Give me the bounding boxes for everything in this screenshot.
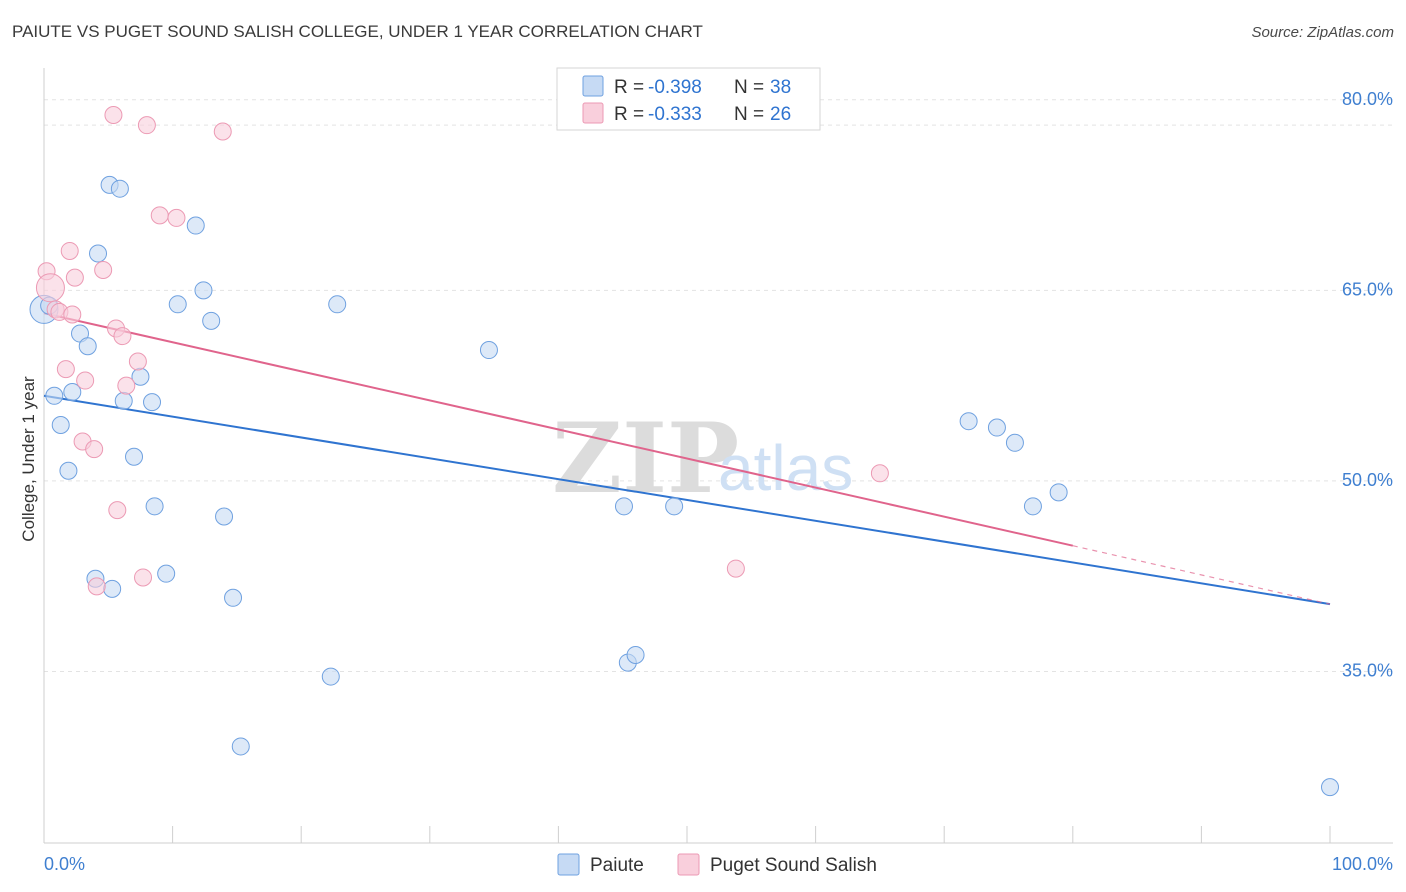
paiute-point: [987, 418, 1006, 437]
puget-point: [108, 501, 127, 520]
watermark-zip: ZIP: [552, 402, 739, 515]
paiute-point: [186, 216, 205, 235]
paiute-point: [78, 337, 97, 356]
chart-title: PAIUTE VS PUGET SOUND SALISH COLLEGE, UN…: [12, 22, 703, 41]
paiute-point: [63, 382, 82, 401]
puget-point: [65, 268, 84, 287]
paiute-point: [157, 564, 176, 583]
paiute-point: [45, 386, 64, 405]
paiute-point: [145, 497, 164, 516]
legend-r-label-paiute: R =: [614, 77, 644, 98]
series-legend-swatch-puget: [677, 853, 700, 876]
paiute-point: [143, 393, 162, 412]
series-legend-label-paiute: Paiute: [590, 855, 644, 876]
puget-point: [113, 327, 132, 346]
y-axis-label: College, Under 1 year: [19, 376, 38, 542]
legend-n-label-paiute: N =: [734, 77, 764, 98]
paiute-point: [215, 507, 234, 526]
puget-point: [117, 376, 136, 395]
data-points: [29, 106, 1339, 797]
trend-line-0: [43, 394, 1331, 606]
legend-r-value-paiute: -0.398: [648, 77, 702, 98]
paiute-point: [321, 667, 340, 686]
x-tick-label-max: 100.0%: [1332, 854, 1393, 874]
trend-line-extension-1: [1072, 545, 1331, 605]
puget-point: [85, 440, 104, 459]
y-tick-label: 50.0%: [1342, 470, 1393, 490]
puget-point: [35, 273, 65, 303]
legend-swatch-puget: [582, 102, 604, 124]
puget-point: [213, 122, 232, 141]
legend-n-value-paiute: 38: [770, 77, 791, 98]
legend-n-label-puget: N =: [734, 104, 764, 125]
paiute-point: [202, 311, 221, 330]
paiute-point: [626, 645, 645, 664]
paiute-point: [59, 461, 78, 480]
puget-point: [63, 305, 82, 324]
y-tick-labels: 35.0% 50.0% 65.0% 80.0%: [1342, 89, 1393, 681]
series-legend: Paiute Puget Sound Salish: [557, 853, 877, 876]
puget-point: [104, 106, 123, 125]
paiute-point: [665, 497, 684, 516]
puget-point: [87, 577, 106, 596]
watermark: ZIP atlas: [552, 402, 853, 515]
y-tick-label: 35.0%: [1342, 660, 1393, 680]
paiute-point: [168, 295, 187, 314]
axes: [43, 68, 1393, 844]
paiute-point: [328, 295, 347, 314]
y-tick-label: 80.0%: [1342, 89, 1393, 109]
puget-point: [137, 116, 156, 135]
watermark-atlas: atlas: [718, 432, 853, 504]
legend-n-value-puget: 26: [770, 104, 791, 125]
trend-lines: [43, 312, 1331, 606]
x-tick-label-min: 0.0%: [44, 854, 85, 874]
trend-line-1: [43, 312, 1074, 547]
gridlines: [44, 99, 1393, 672]
puget-point: [128, 352, 147, 371]
x-tick-labels: 0.0% 100.0%: [44, 854, 1393, 874]
paiute-point: [194, 281, 213, 300]
puget-point: [56, 360, 75, 379]
paiute-point: [1023, 497, 1042, 516]
paiute-point: [114, 391, 133, 410]
legend: R = -0.398 N = 38 R = -0.333 N = 26: [556, 67, 821, 131]
paiute-point: [1005, 433, 1024, 452]
puget-point: [726, 559, 745, 578]
paiute-point: [125, 447, 144, 466]
puget-point: [134, 568, 153, 587]
puget-point: [167, 208, 186, 227]
puget-point: [76, 371, 95, 390]
chart-source: Source: ZipAtlas.com: [1251, 24, 1394, 41]
paiute-point: [479, 341, 498, 360]
legend-swatch-paiute: [582, 75, 604, 97]
puget-point: [870, 464, 889, 483]
paiute-point: [959, 412, 978, 431]
paiute-point: [1321, 778, 1339, 797]
paiute-point: [614, 497, 633, 516]
paiute-point: [231, 737, 250, 756]
paiute-point: [51, 416, 70, 435]
puget-point: [60, 241, 79, 260]
paiute-point: [224, 588, 243, 607]
series-legend-label-puget: Puget Sound Salish: [710, 855, 877, 876]
paiute-point: [1049, 483, 1068, 502]
paiute-point: [103, 579, 122, 598]
legend-r-label-puget: R =: [614, 104, 644, 125]
series-legend-swatch-paiute: [557, 853, 580, 876]
legend-r-value-puget: -0.333: [648, 104, 702, 125]
puget-point: [150, 206, 169, 225]
paiute-point: [110, 179, 129, 198]
paiute-point: [89, 244, 108, 263]
puget-point: [94, 261, 113, 280]
y-tick-label: 65.0%: [1342, 279, 1393, 299]
